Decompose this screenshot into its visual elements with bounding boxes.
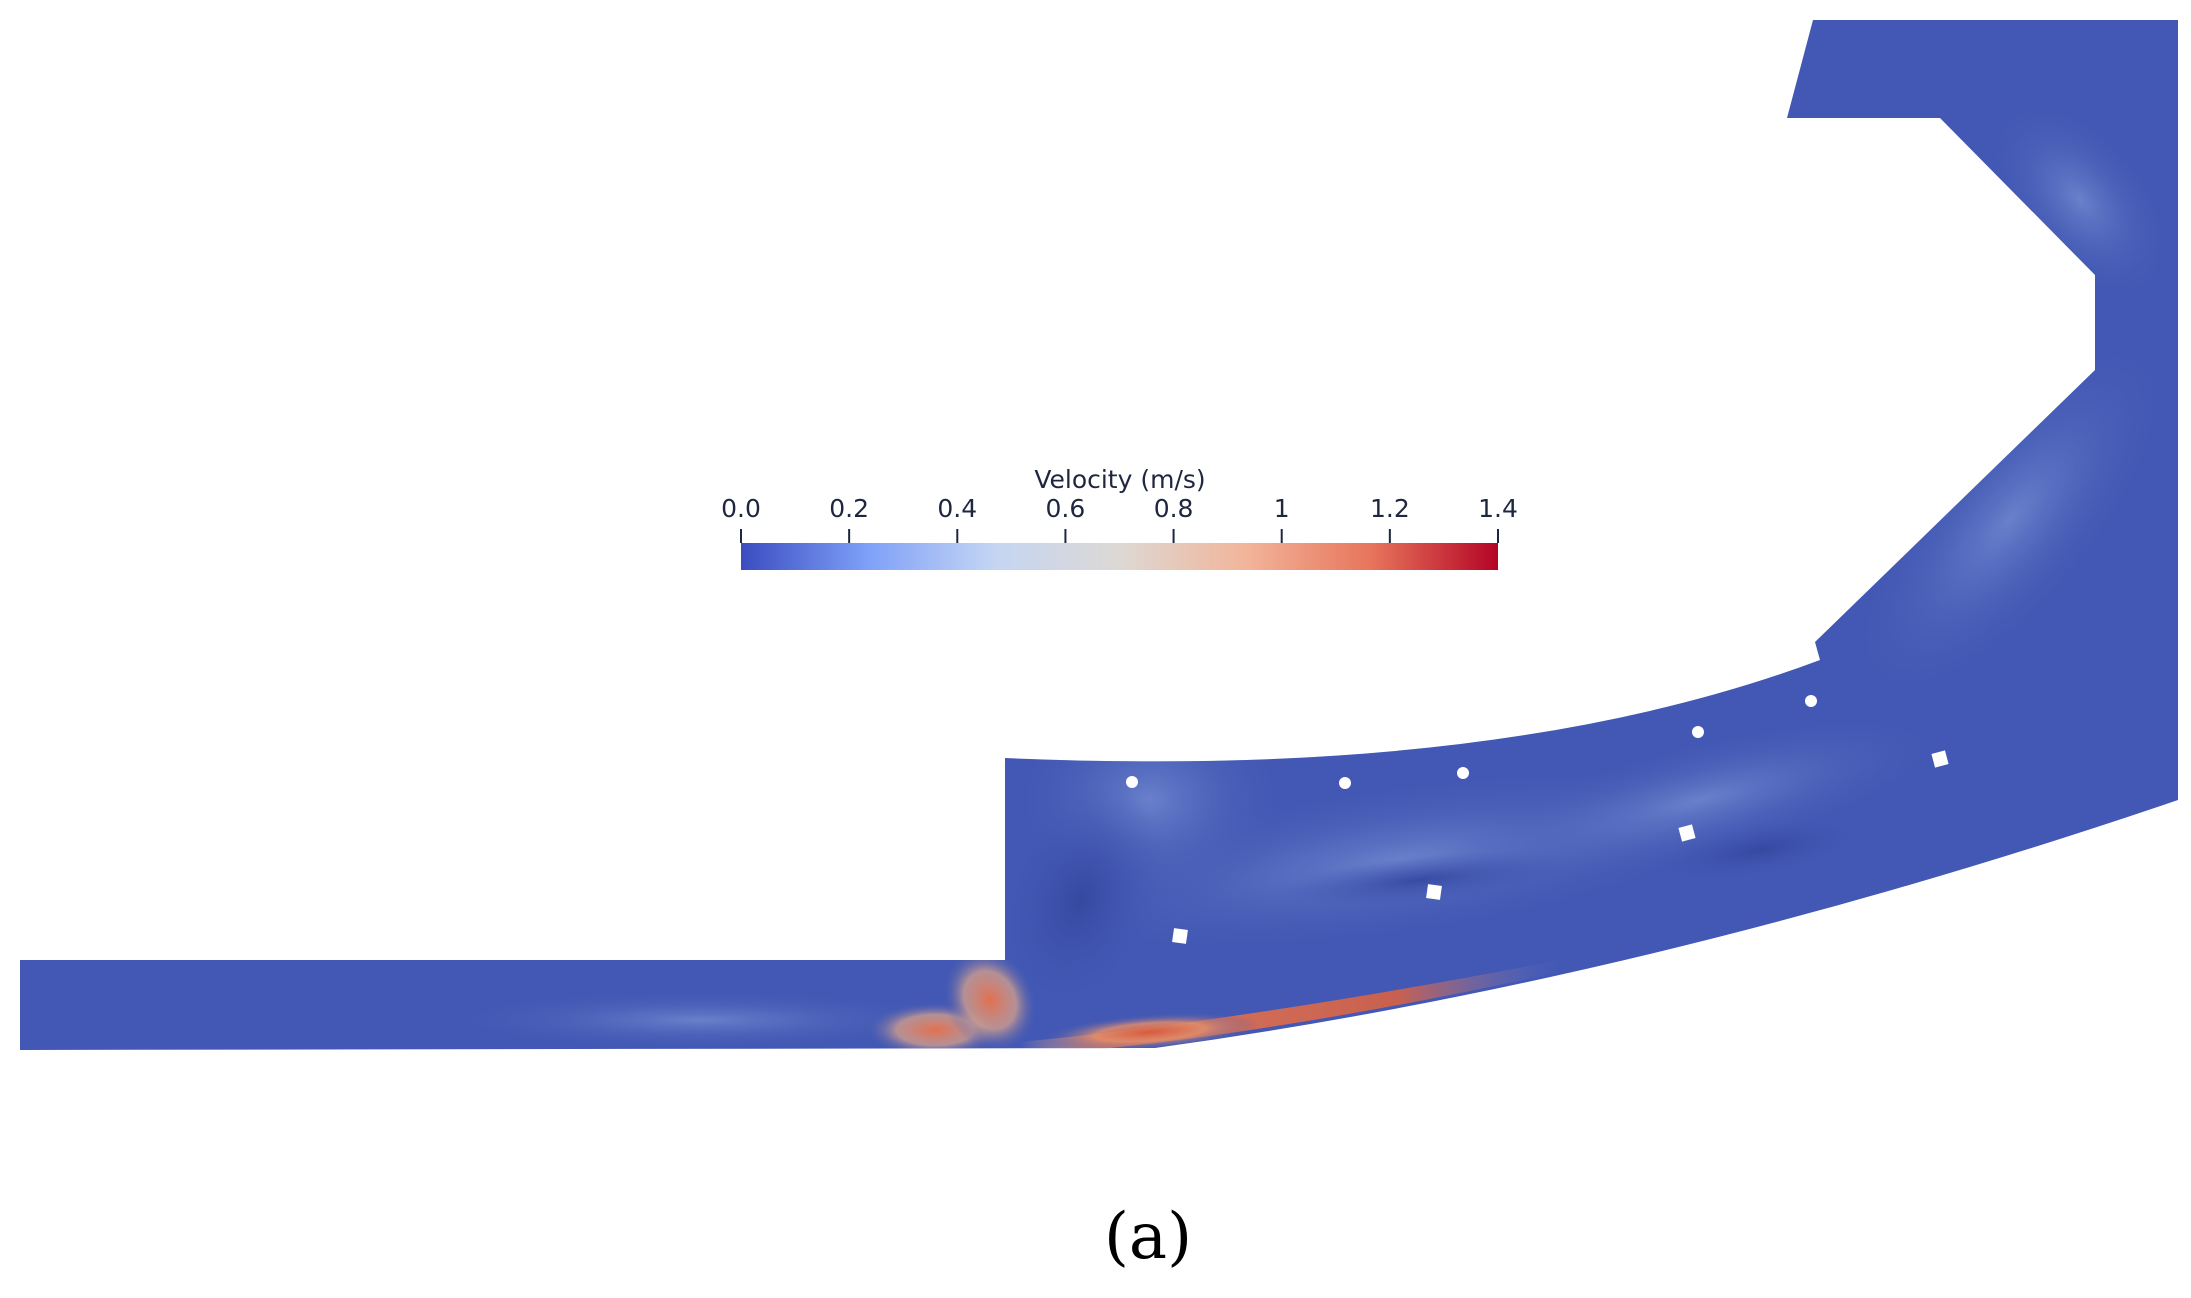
obstacle-circle (1126, 776, 1138, 788)
colorbar-tick-label: 0.4 (937, 494, 977, 523)
colorbar-tick-label: 0.2 (829, 494, 869, 523)
obstacle-square (1172, 928, 1188, 944)
obstacle-circle (1805, 695, 1817, 707)
obstacle-square (1678, 824, 1696, 842)
colorbar-tick-label: 1.2 (1370, 494, 1410, 523)
obstacles (1126, 695, 1949, 944)
obstacle-square (1931, 750, 1949, 768)
colorbar-title: Velocity (m/s) (1034, 465, 1205, 494)
colorbar-tick-label: 1 (1274, 494, 1290, 523)
colorbar-tick-label: 0.6 (1046, 494, 1086, 523)
colorbar-ticks: 0.0 0.2 0.4 0.6 0.8 1 1.2 1.4 (721, 494, 1518, 543)
panel-label: (a) (1104, 1200, 1192, 1274)
obstacle-circle (1339, 777, 1351, 789)
obstacle-square (1426, 884, 1442, 900)
colorbar-tick-label: 0.0 (721, 494, 761, 523)
obstacle-circle (1692, 726, 1704, 738)
colorbar-bar (741, 543, 1498, 570)
obstacle-circle (1457, 767, 1469, 779)
colorbar-legend: Velocity (m/s) 0.0 0.2 0.4 0.6 0.8 1 1.2 1.4 (721, 465, 1518, 570)
colorbar-tick-label: 1.4 (1478, 494, 1518, 523)
colorbar-tick-label: 0.8 (1154, 494, 1194, 523)
